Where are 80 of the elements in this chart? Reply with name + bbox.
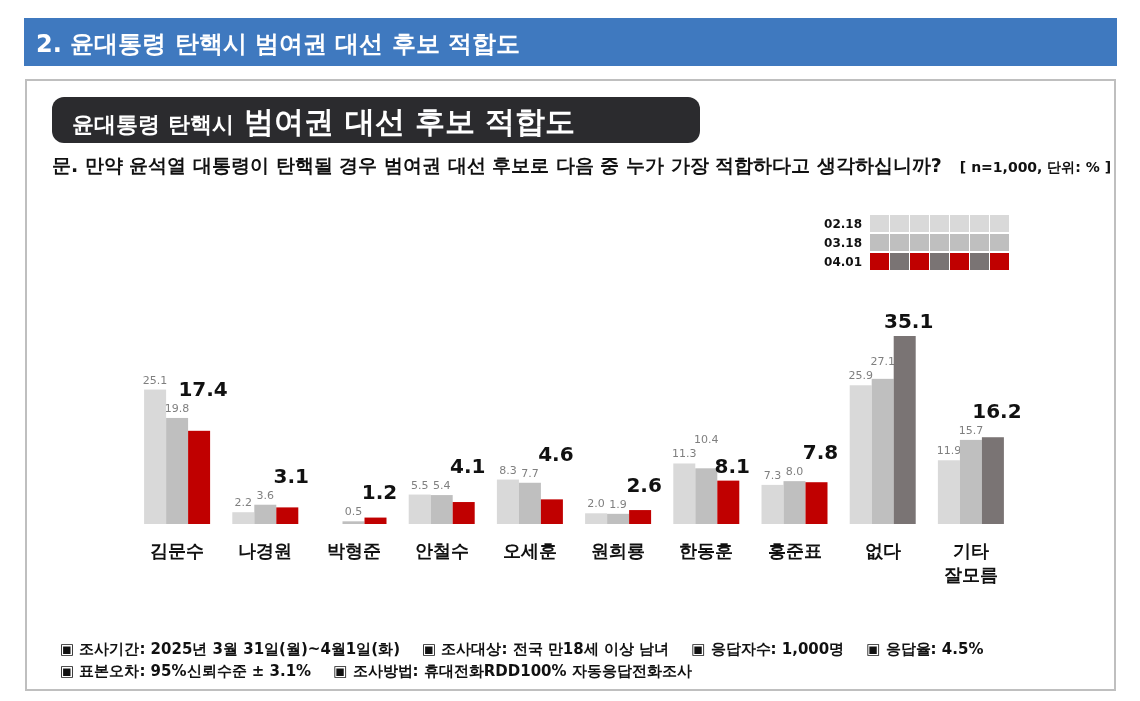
bar [540, 499, 563, 524]
data-label: 7.3 [763, 468, 782, 482]
bar [607, 513, 630, 524]
data-label: 1.2 [361, 480, 398, 505]
data-label: 0.5 [344, 505, 363, 519]
bar [254, 504, 277, 524]
data-label: 35.1 [884, 309, 934, 333]
x-tick-label: 한동훈 [679, 540, 734, 561]
chart-title: 2. 윤대통령 탄핵시 범여권 대선 후보 적합도 [36, 30, 520, 58]
bar [981, 437, 1004, 524]
data-label: 4.1 [449, 454, 486, 479]
text: ▣ 조사방법: 휴대전화RDD100% 자동응답전화조사 [333, 662, 692, 680]
bar [849, 385, 872, 524]
data-label: 17.4 [178, 376, 228, 401]
data-label: 1.9 [609, 497, 627, 511]
x-tick-label: 김문수 [150, 540, 205, 561]
bar [452, 502, 475, 524]
text: [ n=1,000, 단위: % ] [959, 159, 1112, 175]
bar [673, 463, 696, 524]
text: ▣ 표본오차: 95%신뢰수준 ± 3.1% [60, 662, 312, 680]
data-label: 4.6 [538, 441, 574, 466]
bar [364, 517, 387, 524]
text: ▣ 응답자수: 1,000명 [691, 640, 845, 658]
x-tick-label: 나경원 [238, 540, 293, 561]
text: ▣ 조사기간: 2025년 3월 31일(월)~4월1일(화) [60, 640, 400, 658]
x-tick-label: 오세훈 [502, 540, 557, 561]
text: 문. 만약 윤석열 대통령이 탄핵될 경우 범여권 대선 후보로 다음 중 누가 가장 적합하다고 생각하십니까? [52, 154, 942, 176]
legend-label: 04.01 [824, 255, 862, 269]
data-label: 7.7 [521, 466, 539, 480]
data-label: 10.4 [694, 433, 719, 447]
data-label: 3.6 [256, 488, 275, 502]
data-label: 11.3 [672, 447, 697, 461]
x-tick-label: 박형준 [326, 540, 381, 561]
data-label: 27.1 [870, 355, 895, 369]
bar [188, 430, 211, 524]
bar [937, 460, 960, 524]
bar [144, 389, 167, 524]
data-label: 2.0 [587, 497, 605, 511]
x-tick-label: 원희룡 [591, 540, 646, 561]
data-label: 7.8 [802, 440, 839, 465]
data-label: 25.1 [142, 373, 168, 387]
chart-subtitle: 윤대통령 탄핵시 범여권 대선 후보 적합도 [72, 104, 576, 139]
bar [871, 378, 894, 524]
bar [232, 512, 255, 524]
bar [166, 417, 189, 524]
data-label: 8.3 [499, 463, 517, 477]
bar [408, 494, 431, 524]
data-label: 8.0 [785, 465, 804, 479]
bar [518, 482, 541, 524]
data-label: 8.1 [714, 453, 751, 478]
bar [893, 336, 916, 524]
text: ▣ 조사대상: 전국 만18세 이상 남녀 [421, 640, 670, 658]
data-label: 5.5 [410, 478, 429, 492]
data-label: 2.6 [626, 472, 662, 497]
bar [805, 482, 828, 524]
data-label: 16.2 [972, 398, 1022, 423]
bar [496, 479, 519, 524]
data-label: 15.7 [958, 423, 984, 437]
bar [629, 510, 652, 524]
data-label: 11.9 [936, 444, 962, 458]
x-tick-label: 없다 [864, 540, 901, 561]
bar [585, 513, 608, 524]
bar [276, 507, 299, 524]
bar [783, 481, 806, 524]
bar [342, 521, 365, 524]
data-label: 3.1 [273, 463, 310, 488]
bar [430, 495, 453, 524]
legend-label: 02.18 [824, 217, 862, 231]
x-tick-label: 기타 잘모름 [943, 540, 998, 585]
bar [761, 484, 784, 524]
legend-label: 03.18 [824, 236, 862, 250]
x-tick-label: 안철수 [414, 540, 469, 561]
data-label: 19.8 [164, 401, 190, 415]
text: ▣ 응답율: 4.5% [866, 640, 984, 658]
data-label: 5.4 [432, 479, 451, 493]
bar [959, 439, 982, 524]
data-label: 2.2 [234, 496, 253, 510]
bar [717, 480, 740, 524]
data-label: 25.9 [848, 369, 873, 383]
x-tick-label: 홍준표 [767, 540, 822, 561]
